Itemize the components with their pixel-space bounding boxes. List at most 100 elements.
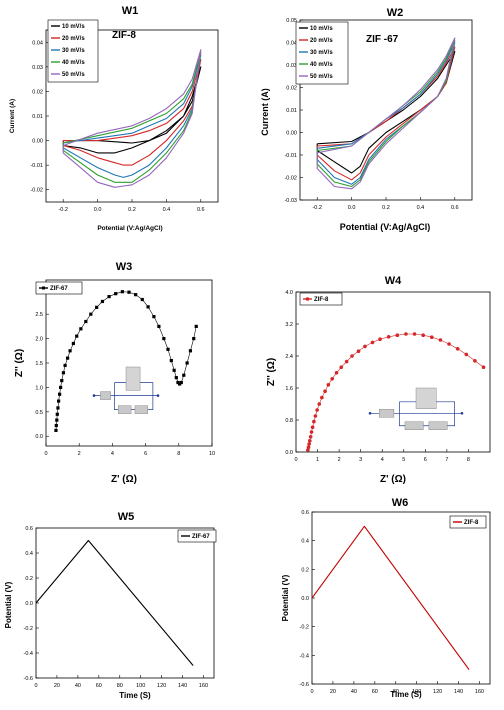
chart-title: W6 (392, 497, 409, 509)
chart-w2: -0.2 0.0 0.2 0.4 0.6 -0.03 -0.02 -0.01 0.00 0.01 0… (260, 7, 473, 232)
series-group (306, 332, 486, 452)
data-point (54, 423, 58, 428)
data-point (169, 358, 173, 363)
x-tick-label: 8 (467, 457, 470, 463)
data-point (192, 336, 196, 341)
x-tick-label: 100 (136, 683, 145, 689)
data-point (306, 448, 310, 452)
y-axis-label: Current (A) (9, 99, 16, 133)
data-point (312, 419, 316, 424)
y-axis-label: Potential (V) (281, 574, 290, 621)
x-tick-label: 5 (402, 457, 405, 463)
data-point (363, 344, 367, 349)
data-point (386, 335, 391, 339)
legend: 10 mV/s 20 mV/s 30 mV/s 40 mV/s 50 mV/s (47, 19, 99, 83)
legend-box (449, 515, 487, 529)
data-point (430, 335, 434, 340)
data-point (84, 319, 88, 324)
legend: ZIF-8 (449, 515, 487, 529)
equivalent-circuit-inset (92, 366, 160, 414)
x-tick-label: 10 (209, 451, 215, 457)
y-tick-label: -0.2 (300, 625, 309, 631)
y-tick-label: 0.04 (286, 41, 297, 47)
data-point (481, 365, 486, 370)
y-tick-label: 0.2 (301, 567, 309, 573)
x-axis-label: Time (S) (390, 690, 422, 699)
x-tick-label: 20 (330, 689, 336, 695)
data-point (58, 392, 62, 396)
y-tick-label: -0.6 (300, 682, 309, 688)
legend-label: 20 mV/s (62, 36, 85, 42)
data-point (404, 332, 408, 336)
y-tick-label: 0.03 (286, 63, 297, 69)
legend-label: ZIF-8 (464, 520, 479, 526)
plot-frame (35, 527, 215, 679)
series-group (62, 49, 202, 188)
series-line (316, 37, 456, 190)
y-axis-label: Z'' (Ω) (14, 349, 25, 377)
x-tick-label: 7 (445, 457, 448, 463)
x-tick-label: 1 (316, 457, 319, 463)
legend-marker (42, 286, 45, 290)
resistor-rs (379, 409, 395, 418)
y-tick-label: 0.00 (286, 131, 297, 137)
y-tick-label: 1.0 (35, 385, 43, 391)
data-point (473, 359, 477, 363)
chart-w6: 0 20 40 60 80 100 120 140 160 -0.6 -0.4 -0.2 0.0 0.2 0… (281, 497, 491, 699)
data-point (356, 349, 361, 354)
data-point (89, 312, 93, 316)
y-tick-label: -0.2 (24, 626, 33, 632)
y-axis-label: Z'' (Ω) (266, 358, 277, 386)
y-tick-label: 0.6 (25, 526, 33, 532)
series-line (62, 49, 202, 188)
x-tick-label: 8 (177, 451, 180, 457)
sample-annotation: ZIF -67 (366, 34, 399, 45)
data-point (313, 414, 318, 418)
x-tick-label: 140 (454, 689, 463, 695)
data-point (114, 292, 118, 296)
equivalent-circuit-inset (368, 387, 464, 430)
sample-annotation: ZIF-8 (112, 30, 136, 41)
data-point (60, 378, 64, 383)
series-group (312, 525, 470, 671)
data-point (162, 336, 166, 341)
series-group (316, 37, 456, 190)
chart-w1: -0.2 0.0 0.2 0.4 0.6 -0.02 -0.01 0.00 0.01 0.02 0.… (9, 5, 219, 232)
data-point (59, 385, 63, 390)
y-tick-label: 3.2 (285, 322, 293, 328)
y-tick-label: -0.6 (24, 676, 33, 682)
x-tick-label: 0 (34, 683, 37, 689)
circuit-terminal (92, 394, 96, 397)
data-point (334, 371, 339, 375)
warburg-element (428, 421, 448, 430)
data-point (412, 332, 417, 336)
legend-label: 40 mV/s (62, 60, 85, 66)
x-axis-label: Potential (V:Ag/AgCl) (97, 225, 162, 232)
data-point (178, 382, 182, 386)
x-tick-label: 0.6 (197, 207, 205, 213)
legend-box (299, 292, 343, 306)
legend-label: 20 mV/s (310, 38, 333, 44)
x-tick-label: 20 (54, 683, 60, 689)
y-axis-label: Potential (V) (4, 581, 13, 628)
data-point (188, 349, 193, 353)
series-line (62, 51, 202, 183)
resistor-rct (118, 405, 132, 414)
data-point (75, 334, 79, 338)
legend-label: ZIF-8 (314, 297, 329, 303)
y-tick-label: 0.0 (35, 434, 43, 440)
x-tick-label: 40 (75, 683, 81, 689)
legend-label: 30 mV/s (310, 50, 333, 56)
series-line (62, 66, 202, 154)
chart-w4: 0 1 2 3 4 5 6 7 8 0.0 0.8 1.6 2.4 3.2 4.0 W4 Z' (Ω) Z'' (… (266, 275, 491, 485)
x-tick-label: 0 (44, 451, 47, 457)
chart-title: W2 (387, 7, 404, 19)
legend-box (295, 21, 349, 85)
legend-label: 40 mV/s (310, 62, 333, 68)
y-tick-label: 0.4 (301, 539, 309, 545)
x-tick-label: 2 (338, 457, 341, 463)
x-axis-label: Z' (Ω) (111, 474, 137, 485)
y-tick-label: 0.01 (32, 114, 43, 120)
data-point (421, 333, 425, 338)
y-tick-label: 0.0 (301, 596, 309, 602)
